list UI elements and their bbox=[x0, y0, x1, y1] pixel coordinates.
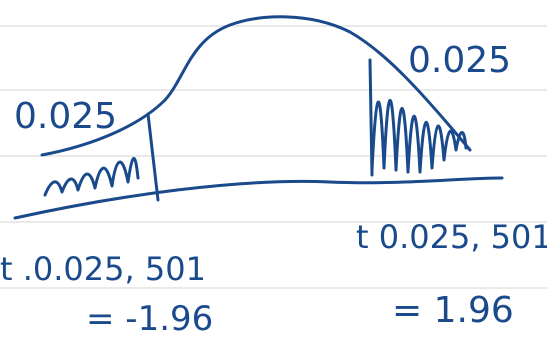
baseline-axis bbox=[13, 176, 504, 220]
left-tail-area-label: 0.025 bbox=[14, 96, 117, 137]
bell-curve bbox=[40, 15, 472, 157]
ruled-lines bbox=[0, 25, 547, 289]
left-t-expression: t .0.025, 501 bbox=[0, 250, 206, 288]
left-tail-shading bbox=[43, 156, 140, 197]
right-tail-shading bbox=[370, 98, 468, 174]
left-critical-line bbox=[146, 112, 160, 202]
right-t-value: = 1.96 bbox=[392, 290, 514, 331]
right-tail-area-label: 0.025 bbox=[408, 40, 511, 81]
left-t-value: = -1.96 bbox=[86, 299, 213, 339]
right-t-expression: t 0.025, 501 bbox=[356, 218, 547, 256]
